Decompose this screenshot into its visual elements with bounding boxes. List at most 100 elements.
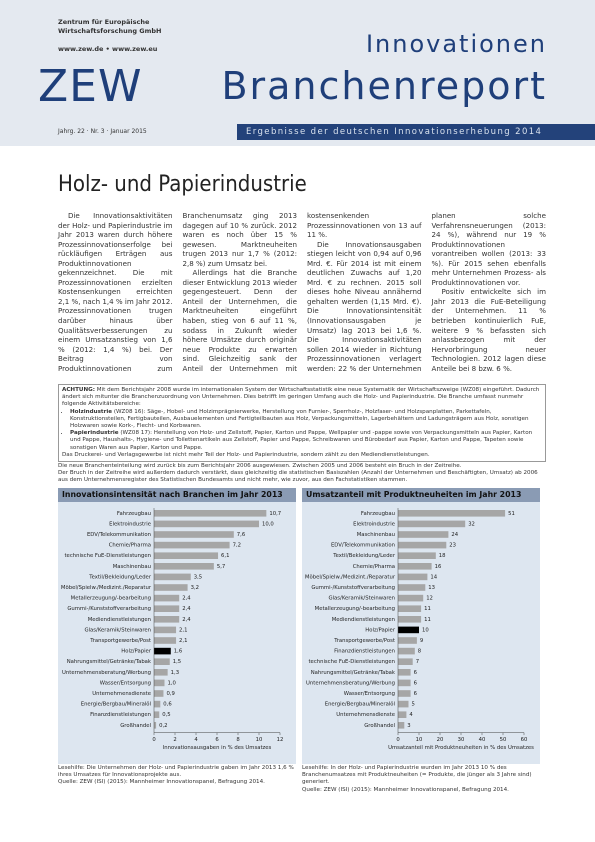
paragraph: Die Innovationsausgaben stiegen leicht v… bbox=[307, 211, 546, 373]
category-label: Mediendienstleistungen bbox=[88, 617, 151, 623]
category-label: Textil/Bekleidung/Leder bbox=[88, 574, 152, 580]
value-label: 2,4 bbox=[182, 617, 191, 623]
reading-aid: Lesehilfe: In der Holz- und Papierindust… bbox=[302, 765, 532, 786]
value-label: 1,3 bbox=[171, 670, 179, 676]
value-label: 10,0 bbox=[262, 521, 274, 527]
value-label: 6 bbox=[414, 670, 418, 676]
category-label: Holz/Papier bbox=[365, 627, 396, 633]
value-label: 24 bbox=[451, 532, 458, 538]
category-label: Energie/Bergbau/Mineralöl bbox=[81, 702, 151, 708]
bar bbox=[398, 520, 466, 528]
notice-body: Mit dem Berichtsjahr 2008 wurde im inter… bbox=[62, 387, 540, 408]
category-label: Metallerzeugung/-bearbeitung bbox=[315, 606, 395, 612]
category-label: Glas/Keramik/Steinwaren bbox=[84, 627, 151, 633]
category-label: Fahrzeugbau bbox=[117, 511, 151, 517]
value-label: 4 bbox=[409, 712, 413, 718]
value-label: 3,5 bbox=[194, 574, 202, 580]
bar bbox=[154, 584, 188, 591]
category-label: Wasser/Entsorgung bbox=[344, 691, 395, 697]
paragraph: Die Innovationsaktivitäten der Holz- und… bbox=[58, 211, 297, 373]
category-label: EDV/Telekommunikation bbox=[87, 532, 151, 538]
notice: ACHTUNG: Mit dem Berichtsjahr 2008 wurde… bbox=[58, 384, 546, 463]
value-label: 2,1 bbox=[179, 627, 187, 633]
category-label: technische FuE-Dienstleistungen bbox=[64, 553, 151, 559]
value-label: 23 bbox=[449, 543, 456, 549]
bar bbox=[154, 647, 171, 655]
x-tick-label: 6 bbox=[215, 737, 219, 743]
chart-panel: Innovationsintensität nach Branchen im J… bbox=[58, 488, 296, 764]
value-label: 2,1 bbox=[179, 638, 187, 644]
value-label: 2,4 bbox=[182, 596, 191, 602]
x-tick-label: 10 bbox=[416, 737, 423, 743]
value-label: 12 bbox=[426, 596, 433, 602]
chart-title: Innovationsintensität nach Branchen im J… bbox=[58, 488, 296, 502]
bar bbox=[154, 563, 214, 570]
org-name: Zentrum für Europäische Wirtschaftsforsc… bbox=[58, 18, 162, 35]
x-tick-label: 0 bbox=[152, 737, 156, 743]
bar bbox=[154, 722, 157, 729]
category-label: Unternehmensdienste bbox=[92, 691, 151, 697]
bar bbox=[398, 722, 405, 729]
category-label: Chemie/Pharma bbox=[353, 564, 395, 570]
category-label: Transportgewerbe/Post bbox=[89, 638, 151, 644]
x-tick-label: 20 bbox=[437, 737, 444, 743]
reading-aid: Lesehilfe: Die Unternehmen der Holz- und… bbox=[58, 765, 294, 779]
category-label: Großhandel bbox=[120, 723, 151, 729]
value-label: 0,9 bbox=[166, 691, 174, 697]
category-label: Transportgewerbe/Post bbox=[333, 638, 395, 644]
value-label: 1,5 bbox=[173, 659, 181, 665]
notice-text: ACHTUNG: Mit dem Berichtsjahr 2008 wurde… bbox=[62, 387, 542, 409]
bar bbox=[154, 520, 259, 528]
notice-label: ACHTUNG: bbox=[62, 387, 95, 393]
bar bbox=[154, 658, 170, 665]
x-tick-label: 12 bbox=[277, 737, 284, 743]
value-label: 7,2 bbox=[233, 543, 241, 549]
bar bbox=[398, 616, 422, 623]
category-label: Möbel/Spielw./Medizint./Reparatur bbox=[305, 574, 396, 580]
item-label: Papierindustrie bbox=[70, 430, 119, 437]
chart: Fahrzeugbau 51 Elektroindustrie 32 Maschinen… bbox=[305, 508, 534, 751]
bar bbox=[398, 584, 426, 591]
value-label: 6 bbox=[414, 680, 418, 686]
value-label: 6,1 bbox=[221, 553, 229, 559]
bar bbox=[398, 563, 432, 570]
value-label: 13 bbox=[428, 585, 435, 591]
category-label: Unternehmensberatung/Werbung bbox=[306, 680, 395, 686]
category-label: Finanzdienstleistungen bbox=[334, 649, 395, 655]
x-tick-label: 0 bbox=[396, 737, 400, 743]
bar bbox=[154, 669, 168, 676]
category-label: Nahrungsmittel/Getränke/Tabak bbox=[67, 659, 152, 665]
chart-title: Umsatzanteil mit Produktneuheiten im Jah… bbox=[302, 488, 540, 502]
category-label: Textil/Bekleidung/Leder bbox=[332, 553, 396, 559]
bar bbox=[398, 669, 411, 676]
remark: Der Bruch in der Zeitreihe wird außerdem… bbox=[58, 470, 538, 484]
notice-after: Das Druckerei- und Verlagsgewerbe ist ni… bbox=[62, 451, 430, 458]
x-tick-label: 50 bbox=[500, 737, 507, 743]
category-label: Energie/Bergbau/Mineralöl bbox=[325, 702, 395, 708]
remarks: Die neue Branchenteinteilung wird zurück… bbox=[58, 463, 546, 485]
bar bbox=[154, 637, 177, 644]
bar bbox=[398, 605, 422, 612]
bar bbox=[398, 531, 449, 538]
category-label: Glas/Keramik/Steinwaren bbox=[328, 596, 395, 602]
value-label: 16 bbox=[435, 564, 442, 570]
x-axis-label: Umsatzanteil mit Produktneuheiten in % d… bbox=[388, 745, 534, 751]
header bbox=[0, 0, 595, 146]
bar bbox=[154, 711, 160, 718]
remark: Die neue Branchenteinteilung wird zurück… bbox=[58, 463, 462, 469]
value-label: 7,6 bbox=[237, 532, 246, 538]
bar bbox=[154, 552, 219, 559]
issue: Jahrg. 22 · Nr. 3 · Januar 2015 bbox=[58, 128, 147, 135]
bar bbox=[398, 700, 409, 708]
bar bbox=[154, 531, 234, 538]
bar bbox=[154, 616, 180, 623]
bar bbox=[398, 658, 413, 665]
bar bbox=[398, 647, 415, 655]
x-tick-label: 30 bbox=[458, 737, 465, 743]
bar bbox=[154, 690, 164, 697]
category-label: Elektroindustrie bbox=[109, 521, 151, 527]
x-tick-label: 60 bbox=[521, 737, 528, 743]
x-tick-label: 8 bbox=[236, 737, 240, 743]
body-text: Die Innovationsaktivitäten der Holz- und… bbox=[58, 211, 546, 381]
